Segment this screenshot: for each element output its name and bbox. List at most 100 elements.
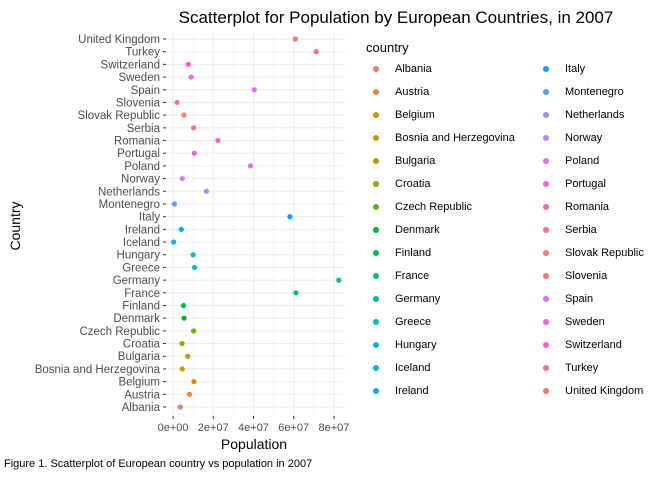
data-point bbox=[190, 125, 197, 131]
legend-label: Sweden bbox=[565, 316, 605, 328]
legend-label: Greece bbox=[395, 316, 432, 328]
y-tick-label: Slovenia bbox=[116, 97, 161, 109]
data-point bbox=[251, 87, 257, 93]
data-point bbox=[171, 239, 177, 245]
data-point bbox=[179, 340, 185, 347]
y-tick-label: Germany bbox=[113, 275, 161, 287]
legend-key bbox=[543, 296, 549, 302]
legend-key bbox=[373, 365, 379, 371]
legend-key bbox=[373, 158, 379, 164]
data-point bbox=[185, 61, 191, 67]
legend-key bbox=[543, 365, 549, 371]
legend-label: Switzerland bbox=[565, 339, 622, 351]
x-tick-label: 8e+07 bbox=[318, 422, 349, 434]
legend: country Albania Austria Belgium Bosnia and … bbox=[366, 40, 666, 397]
data-point bbox=[292, 36, 298, 42]
data-point bbox=[185, 353, 191, 359]
y-tick-label: Belgium bbox=[118, 377, 160, 389]
legend-key bbox=[373, 296, 379, 302]
y-tick-label: Denmark bbox=[113, 313, 160, 325]
data-point bbox=[191, 150, 197, 156]
data-point bbox=[190, 328, 197, 334]
legend-key bbox=[373, 135, 379, 141]
y-tick-label: Albania bbox=[122, 402, 161, 414]
y-tick-label: France bbox=[124, 288, 160, 300]
y-tick-label: Ireland bbox=[125, 224, 160, 236]
data-point bbox=[247, 163, 254, 169]
legend-label: Finland bbox=[395, 247, 432, 259]
data-point bbox=[179, 366, 185, 372]
data-point bbox=[174, 99, 180, 106]
legend-title: country bbox=[366, 40, 409, 55]
x-axis-label: Population bbox=[221, 436, 287, 452]
y-tick-label: Sweden bbox=[118, 72, 160, 84]
y-tick-label: Hungary bbox=[117, 250, 161, 262]
y-tick-label: Montenegro bbox=[99, 199, 160, 211]
y-tick-label: Greece bbox=[122, 262, 160, 274]
data-point bbox=[171, 201, 178, 207]
legend-label: Slovak Republic bbox=[565, 247, 644, 259]
data-point bbox=[186, 391, 193, 397]
legend-label: France bbox=[395, 270, 430, 282]
legend-label: Poland bbox=[565, 155, 600, 167]
legend-label: Denmark bbox=[395, 224, 440, 236]
legend-label: Ireland bbox=[395, 385, 429, 397]
legend-key bbox=[543, 89, 549, 95]
legend-key bbox=[373, 227, 379, 233]
legend-key bbox=[543, 181, 549, 187]
legend-label: Austria bbox=[395, 86, 430, 98]
legend-key bbox=[373, 342, 379, 348]
data-point bbox=[178, 226, 184, 232]
x-tick-label: 0e+00 bbox=[158, 422, 189, 434]
y-tick-label: Bulgaria bbox=[118, 351, 161, 363]
y-tick-label: Slovak Republic bbox=[78, 110, 161, 122]
x-tick-label: 2e+07 bbox=[198, 422, 229, 434]
legend-label: Serbia bbox=[565, 224, 597, 236]
data-point bbox=[191, 264, 198, 271]
y-tick-label: Spain bbox=[131, 85, 160, 97]
data-point bbox=[215, 137, 221, 144]
data-point bbox=[336, 277, 342, 283]
legend-label: Montenegro bbox=[565, 86, 624, 98]
y-axis-label: Country bbox=[7, 201, 23, 250]
legend-label: Spain bbox=[565, 293, 594, 305]
legend-key bbox=[543, 204, 549, 210]
y-tick-label: Switzerland bbox=[101, 59, 160, 71]
legend-label: Hungary bbox=[395, 339, 437, 351]
legend-label: Bulgaria bbox=[395, 155, 436, 167]
legend-key bbox=[543, 66, 549, 72]
y-tick-label: Bosnia and Herzegovina bbox=[35, 364, 161, 376]
y-tick-label: United Kingdom bbox=[78, 34, 160, 46]
y-tick-label: Czech Republic bbox=[79, 326, 160, 338]
legend-key bbox=[373, 181, 379, 187]
legend-key bbox=[373, 66, 379, 72]
y-tick-label: Netherlands bbox=[98, 186, 160, 198]
legend-key bbox=[543, 135, 549, 141]
legend-label: Bosnia and Herzegovina bbox=[395, 132, 515, 144]
chart-title: Scatterplot for Population by European C… bbox=[179, 8, 614, 27]
data-point bbox=[177, 404, 183, 410]
legend-key bbox=[543, 158, 549, 164]
data-point bbox=[191, 379, 197, 385]
legend-key bbox=[543, 342, 549, 348]
y-tick-label: Romania bbox=[114, 136, 161, 148]
legend-label: Croatia bbox=[395, 178, 431, 190]
legend-label: Germany bbox=[395, 293, 441, 305]
y-tick-label: Austria bbox=[124, 389, 160, 401]
legend-key bbox=[373, 388, 379, 394]
y-tick-label: Norway bbox=[121, 174, 160, 186]
plot-panel bbox=[166, 33, 346, 416]
data-point bbox=[203, 188, 210, 194]
legend-key bbox=[543, 388, 549, 394]
y-tick-label: Poland bbox=[124, 161, 160, 173]
figure-caption: Figure 1. Scatterplot of European countr… bbox=[4, 458, 313, 470]
legend-label: Iceland bbox=[395, 362, 431, 374]
y-tick-label: Portugal bbox=[117, 148, 160, 160]
y-tick-label: Serbia bbox=[127, 123, 161, 135]
legend-key bbox=[373, 204, 379, 210]
legend-key bbox=[373, 319, 379, 325]
legend-label: Turkey bbox=[565, 362, 599, 374]
y-tick-label: Croatia bbox=[123, 339, 161, 351]
data-point bbox=[180, 302, 187, 309]
